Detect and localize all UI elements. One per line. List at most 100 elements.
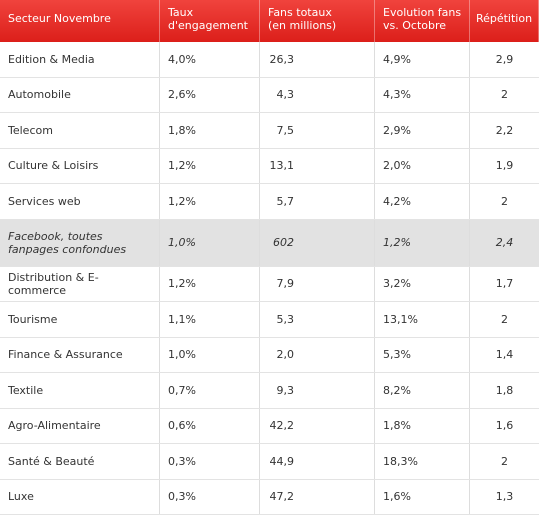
repetition-cell-value: 2 xyxy=(501,454,508,468)
evolution-cell-value: 1,2% xyxy=(383,236,411,249)
fans-cell: 7,5 xyxy=(260,113,375,148)
sector-cell-value: Textile xyxy=(8,383,44,397)
repetition-cell: 1,7 xyxy=(470,267,539,302)
engagement-cell: 1,2% xyxy=(160,266,260,301)
repetition-cell-value: 1,4 xyxy=(495,348,514,362)
evolution-cell: 4,3% xyxy=(375,77,470,112)
repetition-cell-value: 2 xyxy=(501,312,508,326)
table-row: Telecom 1,8% 7,5 2,9% 2,2 xyxy=(0,113,539,149)
table-row: Santé & Beauté 0,3% 44,9 18,3% 2 xyxy=(0,444,539,480)
fans-cell: 13,1 xyxy=(260,148,375,183)
repetition-cell: 2 xyxy=(470,444,539,479)
engagement-cell: 0,6% xyxy=(160,408,260,443)
sector-cell: Tourisme xyxy=(0,302,160,337)
header-evolution[interactable]: Evolution fans vs. Octobre xyxy=(375,0,470,42)
evolution-cell: 1,8% xyxy=(375,408,470,443)
table-row: Textile 0,7% 9,3 8,2% 1,8 xyxy=(0,373,539,409)
repetition-cell: 2 xyxy=(470,302,539,337)
sector-cell-value: Distribution & E-commerce xyxy=(8,270,99,297)
fans-cell: 7,9 xyxy=(260,266,375,301)
engagement-cell-value: 1,8% xyxy=(168,123,196,137)
engagement-cell-value: 0,7% xyxy=(168,383,196,397)
evolution-cell: 5,3% xyxy=(375,337,470,372)
fans-cell: 44,9 xyxy=(260,444,375,479)
header-engagement-label: Taux d'engagement xyxy=(168,6,248,32)
sector-cell: Services web xyxy=(0,184,160,219)
sector-cell: Automobile xyxy=(0,77,160,112)
repetition-cell-value: 1,9 xyxy=(495,159,514,173)
fans-cell-value: 7,9 xyxy=(276,277,295,291)
sector-cell: Facebook, toutes fanpages confondues xyxy=(0,219,160,266)
engagement-cell-value: 1,0% xyxy=(168,236,196,249)
sector-cell-value: Telecom xyxy=(8,123,53,137)
repetition-cell: 1,3 xyxy=(470,480,539,515)
header-sector[interactable]: Secteur Novembre xyxy=(0,0,160,42)
sector-cell-value: Agro-Alimentaire xyxy=(8,419,101,433)
fans-cell-value: 7,5 xyxy=(276,123,295,137)
engagement-cell: 1,2% xyxy=(160,148,260,183)
fans-cell: 9,3 xyxy=(260,373,375,408)
fans-cell: 5,3 xyxy=(260,302,375,337)
evolution-cell-value: 8,2% xyxy=(383,383,411,397)
table-row: Culture & Loisirs 1,2% 13,1 2,0% 1,9 xyxy=(0,148,539,184)
fans-cell: 26,3 xyxy=(260,42,375,77)
table-row: Facebook, toutes fanpages confondues 1,0%… xyxy=(0,219,539,267)
repetition-cell-value: 2 xyxy=(501,88,508,102)
evolution-cell: 18,3% xyxy=(375,444,470,479)
fans-cell-value: 5,7 xyxy=(276,194,295,208)
table-row: Edition & Media 4,0% 26,3 4,9% 2,9 xyxy=(0,42,539,78)
evolution-cell-value: 4,3% xyxy=(383,88,411,102)
engagement-cell: 0,3% xyxy=(160,444,260,479)
header-engagement[interactable]: Taux d'engagement xyxy=(160,0,260,42)
engagement-cell: 1,1% xyxy=(160,302,260,337)
engagement-cell: 1,8% xyxy=(160,113,260,148)
engagement-cell-value: 1,0% xyxy=(168,348,196,362)
table-row: Distribution & E-commerce 1,2% 7,9 3,2% 1,7 xyxy=(0,266,539,302)
evolution-cell: 4,2% xyxy=(375,184,470,219)
table-body: Edition & Media 4,0% 26,3 4,9% 2,9 Automobile… xyxy=(0,42,539,515)
header-repetition[interactable]: Répétition xyxy=(470,0,539,42)
sector-cell-value: Services web xyxy=(8,194,81,208)
evolution-cell-value: 2,9% xyxy=(383,123,411,137)
header-fans[interactable]: Fans totaux (en millions) xyxy=(260,0,375,42)
sector-cell-value: Tourisme xyxy=(8,312,58,326)
evolution-cell: 3,2% xyxy=(375,266,470,301)
header-fans-label: Fans totaux (en millions) xyxy=(268,6,337,32)
repetition-cell: 1,4 xyxy=(470,338,539,373)
repetition-cell: 1,8 xyxy=(470,373,539,408)
evolution-cell-value: 4,2% xyxy=(383,194,411,208)
evolution-cell-value: 5,3% xyxy=(383,348,411,362)
evolution-cell: 8,2% xyxy=(375,373,470,408)
evolution-cell: 4,9% xyxy=(375,42,470,77)
table-header: Secteur Novembre Taux d'engagement Fans … xyxy=(0,0,539,42)
repetition-cell-value: 2,4 xyxy=(495,236,514,249)
fans-cell-value: 4,3 xyxy=(276,88,295,102)
repetition-cell: 1,9 xyxy=(470,149,539,184)
fans-cell-value: 602 xyxy=(273,236,294,249)
engagement-cell-value: 0,3% xyxy=(168,454,196,468)
repetition-cell: 2,9 xyxy=(470,42,539,77)
sector-cell: Textile xyxy=(0,373,160,408)
fans-cell-value: 13,1 xyxy=(269,159,295,173)
engagement-cell: 0,3% xyxy=(160,479,260,514)
fans-cell: 4,3 xyxy=(260,77,375,112)
header-evolution-label: Evolution fans vs. Octobre xyxy=(383,6,462,32)
table-row: Agro-Alimentaire 0,6% 42,2 1,8% 1,6 xyxy=(0,408,539,444)
engagement-cell-value: 0,6% xyxy=(168,419,196,433)
repetition-cell-value: 1,3 xyxy=(495,490,514,504)
repetition-cell: 2 xyxy=(470,78,539,113)
repetition-cell: 2,2 xyxy=(470,113,539,148)
repetition-cell-value: 2,9 xyxy=(495,52,514,66)
engagement-cell-value: 1,2% xyxy=(168,277,196,291)
sector-cell: Telecom xyxy=(0,113,160,148)
fans-cell-value: 26,3 xyxy=(269,52,295,66)
table-row: Tourisme 1,1% 5,3 13,1% 2 xyxy=(0,302,539,338)
repetition-cell: 2 xyxy=(470,184,539,219)
engagement-cell-value: 2,6% xyxy=(168,88,196,102)
sector-cell-value: Facebook, toutes fanpages confondues xyxy=(8,229,127,256)
sector-cell: Distribution & E-commerce xyxy=(0,266,160,301)
fans-cell-value: 42,2 xyxy=(269,419,295,433)
evolution-cell-value: 1,6% xyxy=(383,490,411,504)
fans-cell: 2,0 xyxy=(260,337,375,372)
evolution-cell: 13,1% xyxy=(375,302,470,337)
